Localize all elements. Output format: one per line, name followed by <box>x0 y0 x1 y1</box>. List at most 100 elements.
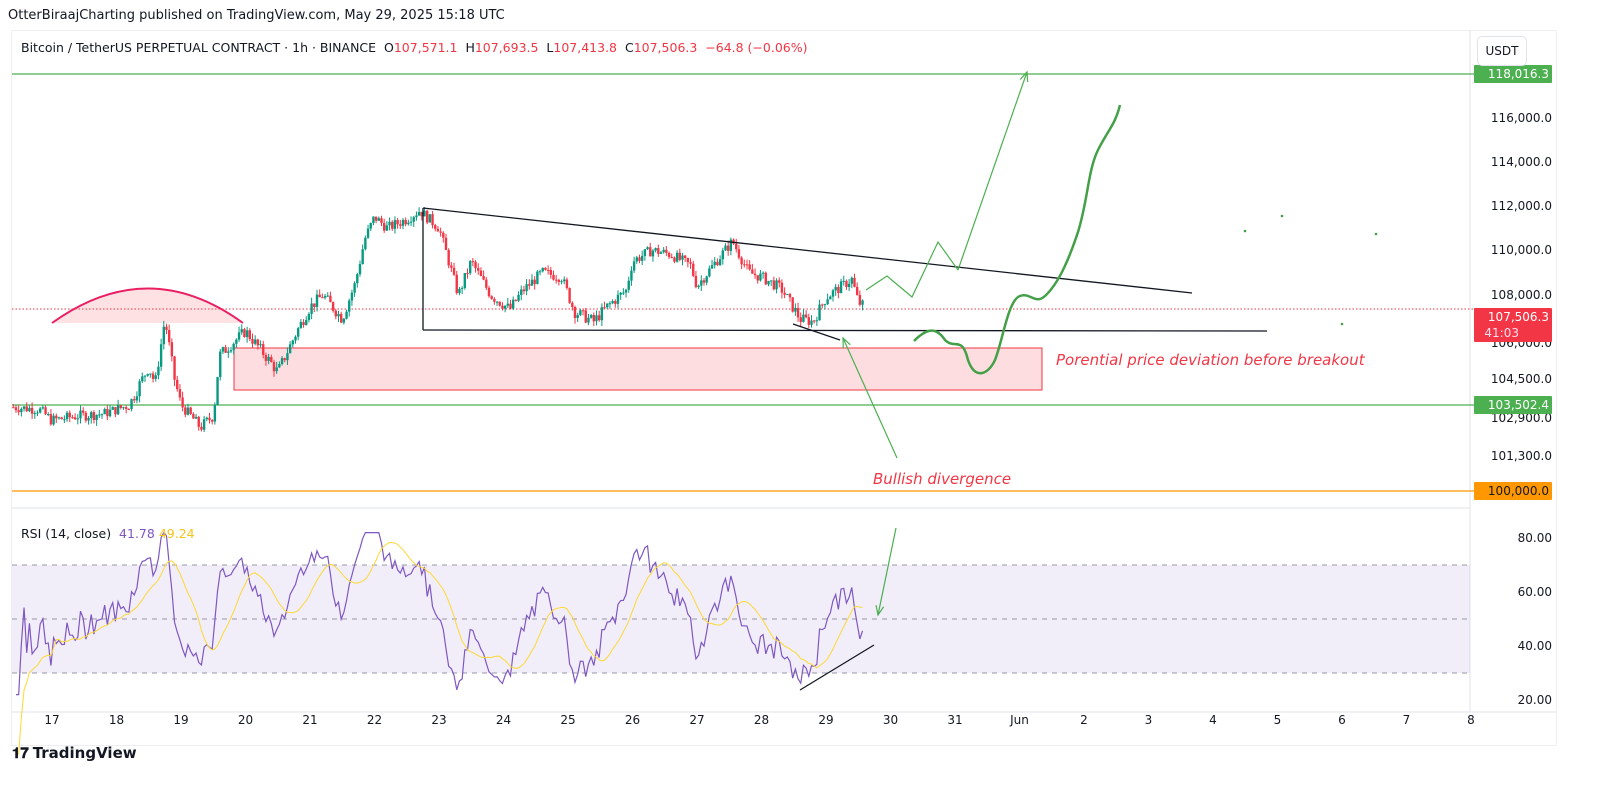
candle-body <box>71 417 74 419</box>
candle-body <box>98 414 101 416</box>
candle-body <box>751 269 754 274</box>
candle-body <box>251 339 254 344</box>
candle-body <box>557 279 561 282</box>
candle-body <box>544 267 547 270</box>
candle-body <box>224 347 227 353</box>
price-tick-label: 110,000.0 <box>1491 243 1552 257</box>
candle-body <box>829 296 832 300</box>
candle-body <box>108 409 112 417</box>
rsi-legend: RSI (14, close) 41.78 49.24 <box>21 526 195 541</box>
candle-body <box>847 283 851 288</box>
candle-body <box>810 320 813 325</box>
price-tick-label: 102,900.0 <box>1491 411 1552 425</box>
price-label-box <box>1474 308 1552 342</box>
candle-body <box>307 313 311 320</box>
candle-body <box>329 295 332 303</box>
candle-body <box>861 300 864 305</box>
candle-body <box>267 356 270 361</box>
candle-body <box>640 255 644 261</box>
rsi-divergence-trendline <box>799 644 875 691</box>
candle-body <box>794 307 797 312</box>
candle-body <box>339 313 343 323</box>
candle-body <box>334 310 337 317</box>
candle-body <box>364 237 367 250</box>
candle-body <box>845 280 848 288</box>
candle-body <box>439 231 442 233</box>
time-tick-label: 20 <box>238 713 253 727</box>
candle-body <box>552 274 555 280</box>
candle-body <box>767 280 770 285</box>
candle-body <box>348 300 351 312</box>
candle-body <box>686 257 690 263</box>
candle-body <box>477 268 480 271</box>
candle-body <box>761 272 765 274</box>
candle-body <box>584 310 587 323</box>
candle-body <box>855 286 859 295</box>
candle-body <box>487 287 491 297</box>
candle-body <box>22 406 26 409</box>
candle-body <box>14 407 18 411</box>
candle-body <box>106 409 109 417</box>
candle-body <box>743 264 746 266</box>
candle-body <box>831 290 835 297</box>
time-tick-label: 3 <box>1145 713 1153 727</box>
candle-body <box>724 245 727 251</box>
candle-body <box>356 274 359 284</box>
candle-body <box>450 265 453 268</box>
time-tick-label: 6 <box>1338 713 1346 727</box>
marker-dot <box>1374 232 1378 236</box>
candle-body <box>495 301 499 303</box>
candle-body <box>520 289 523 295</box>
projection-path-thin <box>865 240 959 298</box>
candle-body <box>447 250 450 266</box>
candle-body <box>288 344 292 354</box>
candle-body <box>748 264 751 270</box>
candle-body <box>159 344 163 367</box>
candle-body <box>216 377 219 406</box>
candle-body <box>756 275 759 281</box>
symbol-legend: Bitcoin / TetherUS PERPETUAL CONTRACT · … <box>21 40 808 55</box>
candle-body <box>571 302 574 308</box>
candle-body <box>243 329 246 337</box>
tv-icon: 𝟏𝟕 <box>12 744 29 762</box>
candle-body <box>326 295 329 297</box>
price-tick-label: 101,300.0 <box>1491 449 1552 463</box>
candle-body <box>662 249 665 253</box>
candle-body <box>657 248 660 254</box>
candle-body <box>490 296 493 299</box>
candle-body <box>25 406 28 412</box>
tradingview-logo[interactable]: 𝟏𝟕 TradingView <box>12 744 137 762</box>
candle-body <box>415 215 418 218</box>
candle-body <box>525 284 528 292</box>
candle-body <box>444 237 448 251</box>
candle-body <box>579 310 582 316</box>
candle-body <box>235 339 238 344</box>
candle-body <box>804 314 808 318</box>
currency-button[interactable]: USDT <box>1477 36 1527 66</box>
candle-body <box>149 373 152 375</box>
rsi-ma-line <box>15 541 863 755</box>
candle-body <box>740 257 743 265</box>
time-tick-label: 24 <box>496 713 511 727</box>
marker-dot <box>1280 214 1284 218</box>
candle-body <box>614 301 617 304</box>
candle-body <box>603 307 606 309</box>
high-value: 107,693.5 <box>474 40 539 55</box>
candle-body <box>576 315 579 319</box>
candle-body <box>549 269 552 275</box>
candle-body <box>737 249 741 258</box>
candle-body <box>460 287 464 289</box>
candle-body <box>399 224 402 226</box>
time-tick-label: 7 <box>1403 713 1411 727</box>
candle-body <box>606 303 609 308</box>
candle-body <box>665 249 668 253</box>
candle-body <box>858 294 862 305</box>
candle-body <box>229 350 233 352</box>
candle-body <box>237 332 241 340</box>
price-label-text: 107,506.3 <box>1488 310 1549 324</box>
time-tick-label: 25 <box>560 713 575 727</box>
candle-body <box>434 225 437 229</box>
candle-body <box>675 252 679 262</box>
candle-body <box>262 344 265 355</box>
